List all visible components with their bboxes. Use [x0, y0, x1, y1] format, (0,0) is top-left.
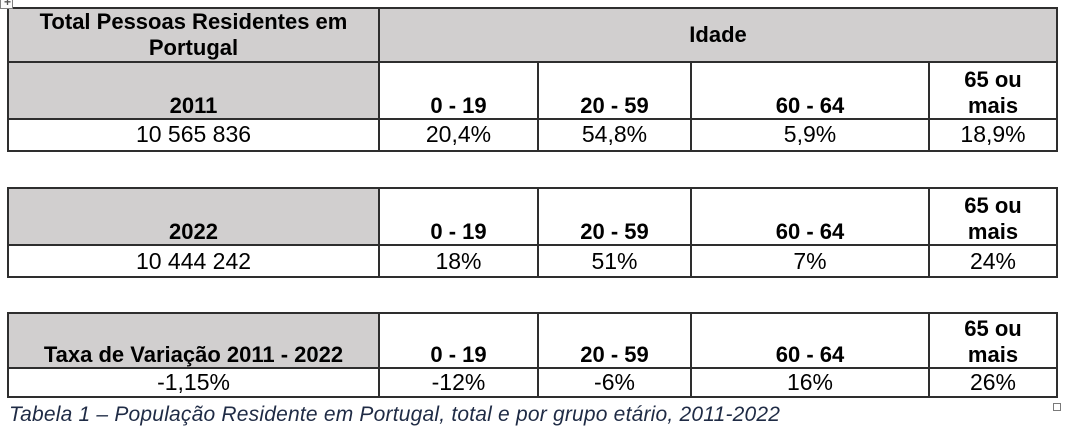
value-cell[interactable]: 26%	[928, 367, 1058, 398]
age-header-label: 65 ou mais	[964, 67, 1022, 118]
value-cell[interactable]: 16%	[690, 367, 930, 398]
year-label-cell[interactable]: 2022	[7, 187, 380, 246]
age-header-cell[interactable]: 65 ou mais	[927, 60, 1059, 120]
year-label-cell[interactable]: 2011	[7, 60, 380, 120]
table-row: 10 565 836 20,4% 54,8% 5,9% 18,9%	[7, 117, 1059, 152]
age-header-cell[interactable]: 0 - 19	[378, 60, 539, 120]
value-cell[interactable]: 7%	[690, 244, 930, 278]
plus-icon: +	[3, 0, 11, 9]
population-table-variation: Taxa de Variação 2011 - 2022 0 - 19 20 -…	[7, 312, 1058, 398]
table-row: Total Pessoas Residentes em Portugal Ida…	[7, 7, 1059, 63]
value-cell[interactable]: -12%	[378, 367, 539, 398]
age-header-cell[interactable]: 20 - 59	[537, 60, 692, 120]
age-header-cell[interactable]: 60 - 64	[690, 60, 930, 120]
value-cell[interactable]: 18%	[378, 244, 539, 278]
table-resize-handle[interactable]	[1053, 403, 1061, 411]
age-header-cell[interactable]: 20 - 59	[537, 312, 692, 369]
value-cell[interactable]: 20,4%	[378, 117, 539, 152]
age-header-cell[interactable]: 0 - 19	[378, 187, 539, 246]
value-cell[interactable]: -6%	[537, 367, 692, 398]
table-row: 2011 0 - 19 20 - 59 60 - 64 65 ou mais	[7, 60, 1059, 120]
age-header-label: 65 ou mais	[964, 193, 1022, 244]
total-value-cell[interactable]: -1,15%	[7, 367, 380, 398]
age-header-cell[interactable]: 20 - 59	[537, 187, 692, 246]
value-cell[interactable]: 18,9%	[927, 117, 1059, 152]
table-caption[interactable]: Tabela 1 – População Residente em Portug…	[9, 403, 781, 426]
total-value-cell[interactable]: 10 444 242	[7, 244, 380, 278]
table-row: Taxa de Variação 2011 - 2022 0 - 19 20 -…	[7, 312, 1058, 369]
table-move-handle-icon[interactable]: +	[0, 0, 13, 9]
table-row: 10 444 242 18% 51% 7% 24%	[7, 244, 1058, 278]
age-header-cell[interactable]: 0 - 19	[378, 312, 539, 369]
age-header-cell[interactable]: 65 ou mais	[928, 187, 1058, 246]
table-row: -1,15% -12% -6% 16% 26%	[7, 367, 1058, 398]
total-value-cell[interactable]: 10 565 836	[7, 117, 380, 152]
idade-header-cell[interactable]: Idade	[377, 7, 1059, 63]
table-row: 2022 0 - 19 20 - 59 60 - 64 65 ou mais	[7, 187, 1058, 246]
population-table-2022: 2022 0 - 19 20 - 59 60 - 64 65 ou mais 1…	[7, 187, 1058, 278]
age-header-cell[interactable]: 60 - 64	[690, 187, 930, 246]
age-header-cell[interactable]: 65 ou mais	[928, 312, 1058, 369]
variation-label-cell[interactable]: Taxa de Variação 2011 - 2022	[7, 312, 380, 369]
total-title-cell[interactable]: Total Pessoas Residentes em Portugal	[7, 7, 380, 63]
value-cell[interactable]: 54,8%	[537, 117, 692, 152]
age-header-cell[interactable]: 60 - 64	[690, 312, 930, 369]
age-header-label: 65 ou mais	[964, 316, 1022, 367]
value-cell[interactable]: 24%	[928, 244, 1058, 278]
value-cell[interactable]: 5,9%	[690, 117, 930, 152]
value-cell[interactable]: 51%	[537, 244, 692, 278]
population-table-2011: Total Pessoas Residentes em Portugal Ida…	[7, 7, 1059, 152]
